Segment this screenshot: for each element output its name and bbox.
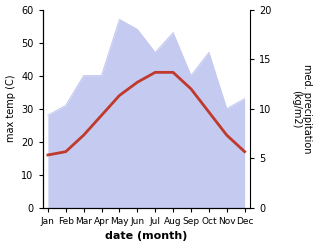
Y-axis label: max temp (C): max temp (C)	[5, 75, 16, 143]
X-axis label: date (month): date (month)	[105, 231, 187, 242]
Y-axis label: med. precipitation
(kg/m2): med. precipitation (kg/m2)	[291, 64, 313, 153]
